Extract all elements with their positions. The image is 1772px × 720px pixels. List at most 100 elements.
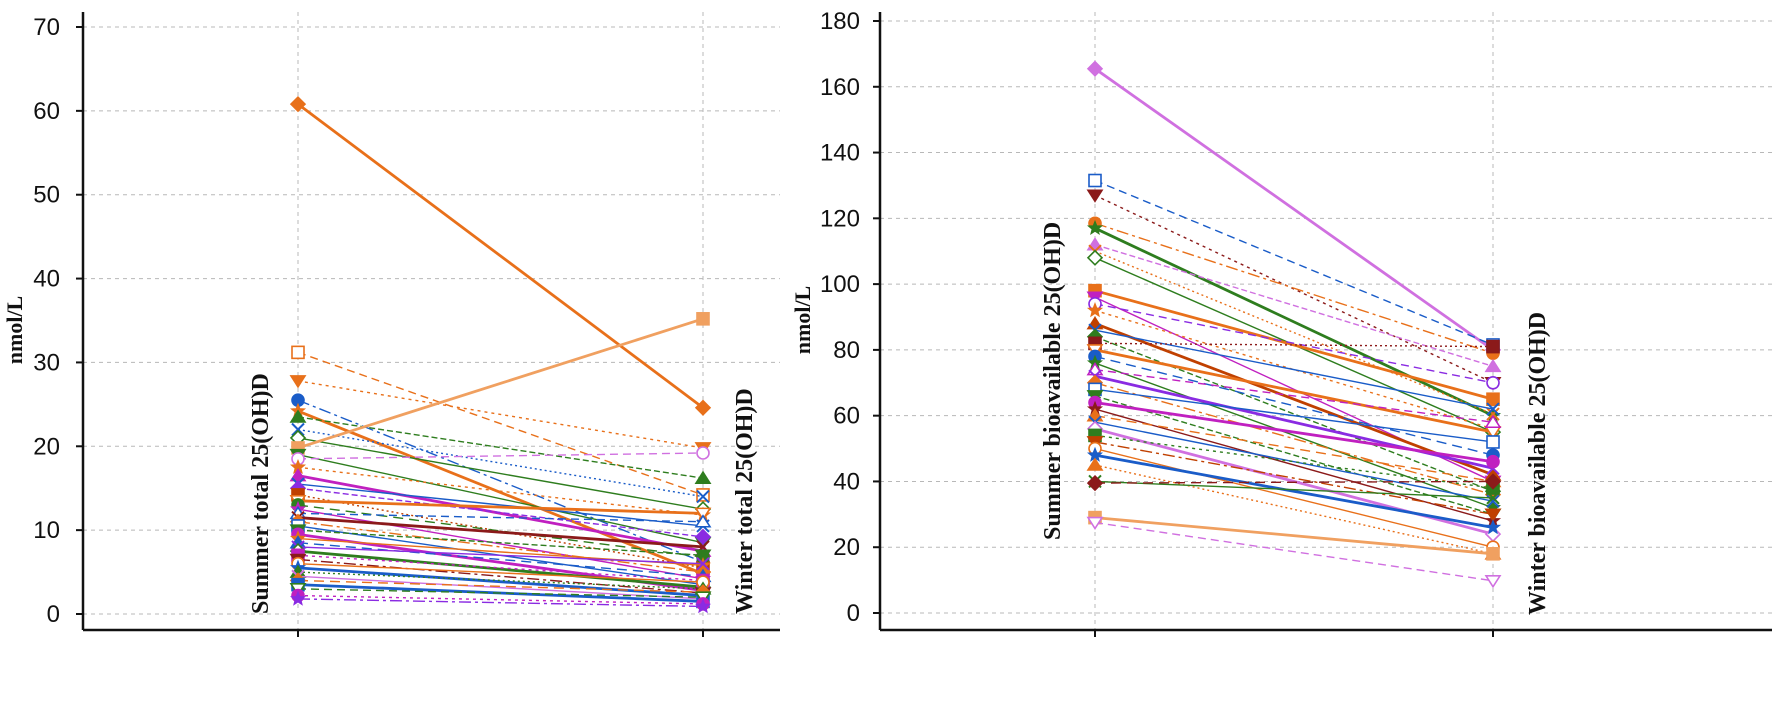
series-20 [1088, 369, 1500, 475]
y-tick-label: 120 [820, 205, 860, 232]
series-line [1094, 480, 1494, 484]
y-tick-label: 0 [847, 600, 860, 627]
series-line [297, 437, 704, 510]
y-tick-label: 140 [820, 140, 860, 167]
data-point [291, 345, 305, 360]
series-line [297, 542, 704, 577]
y-tick-label: 180 [820, 8, 860, 35]
data-point [1086, 457, 1104, 471]
series-line [297, 575, 704, 600]
y-tick-label: 60 [33, 98, 60, 125]
series-8 [1088, 283, 1500, 407]
series-line [297, 594, 704, 605]
series-line [1094, 355, 1494, 456]
right-chart-panel: 0 20 40 60 80 100 120 140 160 180 nmol/L Summer bio… [790, 8, 1772, 637]
series-2 [289, 375, 712, 456]
series-line [297, 466, 704, 516]
series-line [297, 529, 704, 556]
category-label: Winter bioavailable 25(OH)D [1525, 312, 1551, 615]
series-line [1094, 179, 1494, 346]
series-line [1094, 441, 1494, 516]
data-point [1486, 392, 1500, 407]
data-point [694, 470, 712, 484]
category-label: Winter total 25(OH)D [732, 388, 758, 614]
series-line [1094, 342, 1494, 348]
y-tick-label: 30 [33, 349, 60, 376]
series-line [297, 546, 704, 565]
series-line [1094, 226, 1494, 417]
data-point [1486, 339, 1500, 354]
y-tick-label: 80 [833, 337, 860, 364]
series-33 [1086, 457, 1502, 560]
series-line [297, 508, 704, 580]
series-6 [291, 422, 710, 504]
series-37 [1086, 516, 1502, 589]
series-line [1094, 516, 1494, 556]
data-point [1486, 407, 1500, 421]
data-point [696, 488, 710, 502]
series-line [1094, 421, 1494, 502]
series-line [297, 409, 704, 576]
series-35 [1086, 473, 1502, 492]
data-point [1486, 435, 1500, 449]
series-line [1094, 336, 1494, 492]
category-label: Summer bioavailable 25(OH)D [1040, 222, 1066, 540]
series-0 [289, 96, 712, 416]
series-line [297, 579, 704, 593]
data-point [694, 399, 712, 416]
series-line [1094, 414, 1494, 483]
data-point [696, 446, 710, 460]
data-point [1486, 454, 1500, 469]
series-line [1094, 222, 1494, 354]
series-line [297, 380, 704, 449]
data-point [289, 409, 307, 423]
series-line [1094, 194, 1494, 384]
series-line [297, 558, 704, 594]
data-point [289, 590, 307, 606]
data-point [1486, 375, 1500, 390]
data-point [291, 422, 305, 437]
y-tick-label: 40 [33, 266, 60, 293]
series-line [1094, 362, 1494, 509]
series-6 [1088, 244, 1500, 421]
data-point [1086, 219, 1104, 236]
series-line [297, 598, 704, 608]
data-point [1486, 402, 1500, 416]
y-tick-label: 40 [833, 468, 860, 495]
y-tick-label: 100 [820, 271, 860, 298]
series-line [297, 416, 704, 479]
series-line [297, 549, 704, 589]
series-line [297, 516, 704, 549]
y-tick-label: 20 [833, 534, 860, 561]
series-line [1094, 447, 1494, 548]
data-point [1486, 491, 1500, 505]
series-line [297, 504, 704, 558]
series-1 [1088, 173, 1500, 352]
data-point [289, 96, 307, 113]
series-line [1094, 521, 1494, 582]
data-point [1484, 574, 1502, 589]
data-point [1086, 189, 1104, 203]
series-39 [289, 590, 712, 614]
y-tick-label: 0 [47, 601, 60, 628]
y-tick-label: 70 [33, 14, 60, 41]
y-tick-label: 20 [33, 433, 60, 460]
data-point [1484, 358, 1502, 373]
data-point [696, 489, 710, 504]
data-point [1086, 249, 1104, 266]
series-line [297, 452, 704, 460]
series-23 [289, 524, 712, 563]
data-point [1086, 237, 1104, 251]
data-point [694, 528, 712, 545]
y-axis-label: nmol/L [790, 286, 815, 354]
series-line [297, 588, 704, 598]
y-tick-label: 10 [33, 517, 60, 544]
series-19 [1086, 362, 1502, 429]
series-line [1094, 408, 1494, 522]
category-label: Summer total 25(OH)D [248, 373, 274, 614]
series-line [297, 103, 704, 409]
series-line [297, 428, 704, 498]
series-line [297, 453, 704, 544]
series-line [1094, 322, 1494, 477]
data-point [1484, 508, 1502, 522]
